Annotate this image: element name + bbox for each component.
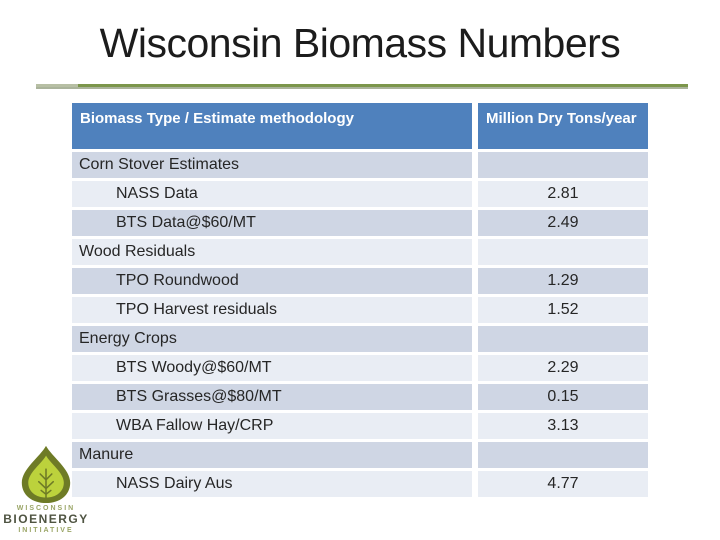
logo-text-wisconsin: WISCONSIN [16, 505, 76, 512]
data-row-value: 3.13 [478, 413, 648, 439]
data-row-value: 1.29 [478, 268, 648, 294]
col-header-biomass-type: Biomass Type / Estimate methodology [72, 103, 472, 149]
biomass-table: Biomass Type / Estimate methodology Mill… [72, 103, 648, 497]
section-row-label: Wood Residuals [72, 239, 472, 265]
data-row-label: BTS Woody@$60/MT [72, 355, 472, 381]
data-row-value: 2.81 [478, 181, 648, 207]
section-row-value [478, 442, 648, 468]
logo-text-initiative: INITIATIVE [18, 527, 74, 534]
section-row-label: Corn Stover Estimates [72, 152, 472, 178]
section-row-label: Energy Crops [72, 326, 472, 352]
section-row-value [478, 239, 648, 265]
data-row-label: NASS Dairy Aus [72, 471, 472, 497]
col-header-million-dry-tons: Million Dry Tons/year [478, 103, 648, 149]
section-row-label: Manure [72, 442, 472, 468]
data-row-value: 2.49 [478, 210, 648, 236]
title-divider-rule-cap [36, 84, 78, 87]
data-row-value: 1.52 [478, 297, 648, 323]
slide-title: Wisconsin Biomass Numbers [99, 20, 621, 66]
section-row-value [478, 152, 648, 178]
data-row-label: NASS Data [72, 181, 472, 207]
logo-text-bioenergy: BIOENERGY [3, 512, 89, 526]
data-row-value: 2.29 [478, 355, 648, 381]
data-row-label: TPO Roundwood [72, 268, 472, 294]
data-row-label: TPO Harvest residuals [72, 297, 472, 323]
data-row-label: WBA Fallow Hay/CRP [72, 413, 472, 439]
wisconsin-bioenergy-logo: WISCONSIN BIOENERGY INITIATIVE [0, 444, 92, 535]
data-row-label: BTS Data@$60/MT [72, 210, 472, 236]
section-row-value [478, 326, 648, 352]
title-divider-rule [36, 84, 688, 89]
data-row-value: 4.77 [478, 471, 648, 497]
data-row-value: 0.15 [478, 384, 648, 410]
leaf-droplet-icon [0, 444, 92, 504]
data-row-label: BTS Grasses@$80/MT [72, 384, 472, 410]
